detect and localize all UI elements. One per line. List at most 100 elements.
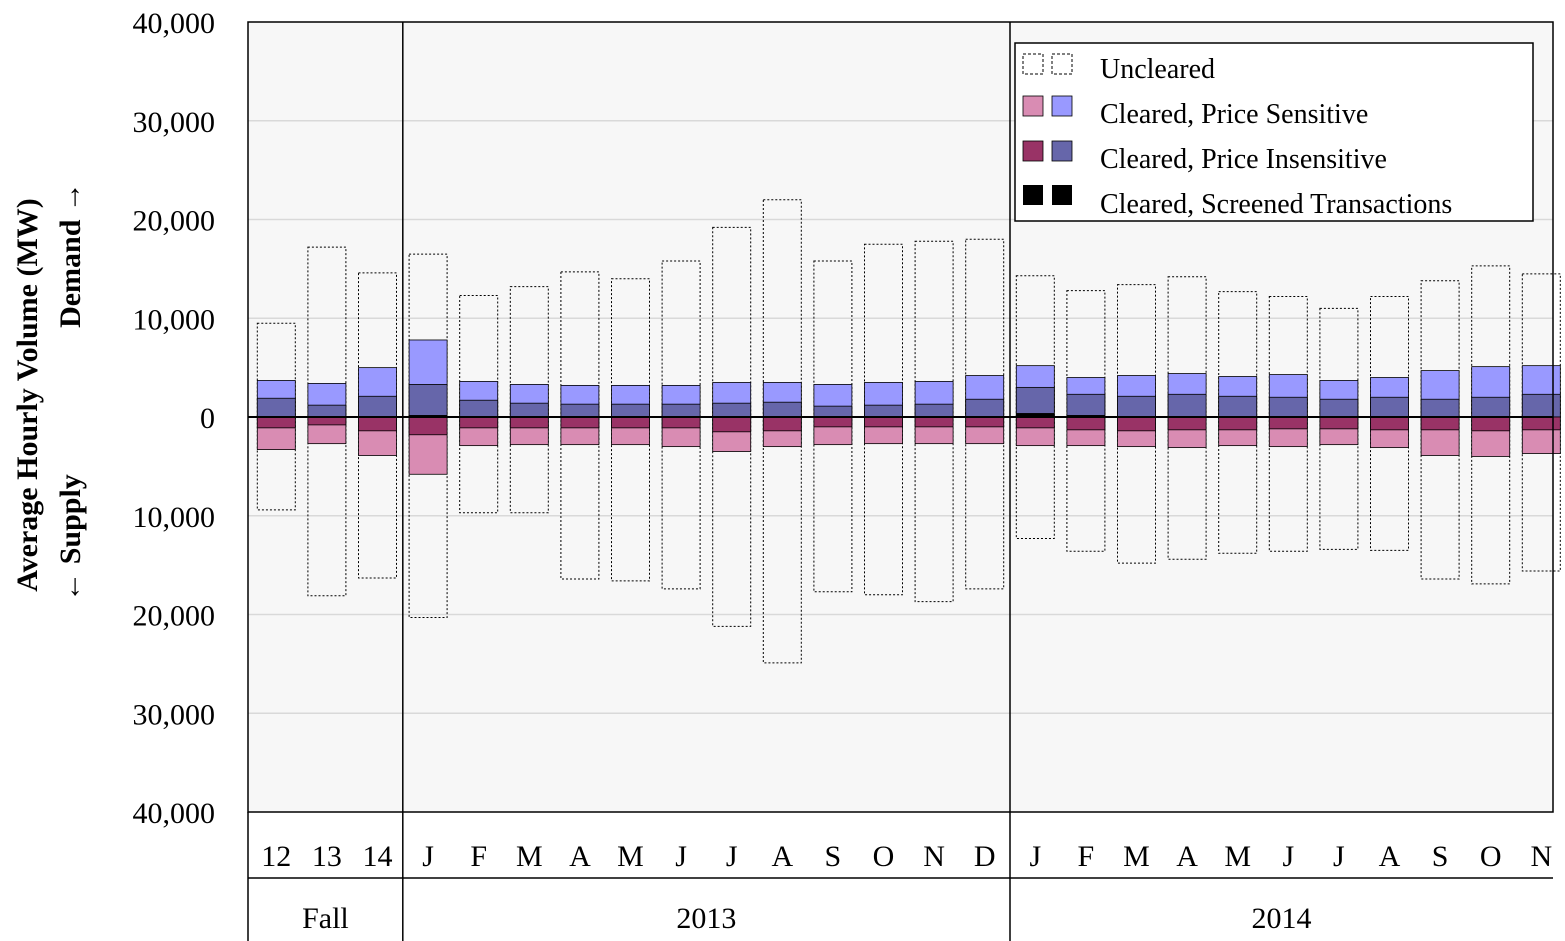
- category-label: J: [1029, 840, 1041, 873]
- category-label: J: [422, 840, 434, 873]
- y-tick-labels: 40,000 30,000 20,000 10,000 0 10,000 20,000 30,…: [133, 7, 216, 830]
- group-label: Fall: [302, 902, 349, 935]
- bar-supply-price-insensitive: [459, 416, 499, 429]
- group-label: 2014: [1252, 902, 1312, 935]
- bar-demand-screened: [1016, 413, 1055, 417]
- axes: [247, 21, 1554, 941]
- bar-demand-price-insensitive: [661, 403, 701, 418]
- bar-demand-price-insensitive: [965, 398, 1005, 418]
- y-tick-label: 30,000: [133, 698, 216, 731]
- bar-supply-price-insensitive: [1015, 416, 1055, 429]
- legend-label-price-sensitive: Cleared, Price Sensitive: [1100, 99, 1368, 130]
- bar-demand-price-insensitive: [1370, 396, 1409, 418]
- bar-supply-price-insensitive: [1066, 416, 1106, 431]
- legend-swatch-price-insensitive-demand: [1051, 140, 1073, 162]
- category-label: J: [726, 840, 738, 873]
- legend-swatch-uncleared-demand: [1051, 53, 1073, 75]
- category-label: D: [974, 840, 996, 873]
- y-axis-label-demand: Demand →: [54, 182, 87, 328]
- category-label: A: [1176, 840, 1198, 873]
- category-label: J: [675, 840, 687, 873]
- legend-swatch-price-sensitive-demand: [1051, 95, 1073, 117]
- category-label: A: [569, 840, 591, 873]
- legend-label-uncleared: Uncleared: [1100, 54, 1215, 85]
- bar-supply-price-insensitive: [408, 416, 448, 436]
- legend-swatch-uncleared-supply: [1022, 53, 1044, 75]
- bar-demand-price-insensitive: [611, 403, 650, 418]
- bar-demand-price-insensitive: [1015, 386, 1055, 418]
- legend-swatch-price-sensitive-supply: [1022, 95, 1044, 117]
- bar-demand-price-insensitive: [256, 397, 296, 418]
- y-tick-label: 0: [200, 402, 215, 435]
- category-label: O: [873, 840, 895, 873]
- bar-demand-price-insensitive: [1420, 398, 1460, 418]
- bar-demand-price-insensitive: [914, 403, 954, 418]
- y-tick-label: 10,000: [133, 303, 216, 336]
- category-label: S: [1432, 840, 1449, 873]
- y-tick-label: 20,000: [133, 600, 216, 633]
- category-label: J: [1333, 840, 1345, 873]
- bar-supply-price-insensitive: [256, 416, 296, 429]
- bars: [256, 199, 1561, 664]
- category-label: F: [1078, 840, 1095, 873]
- bar-demand-price-insensitive: [712, 402, 752, 418]
- bar-supply-price-insensitive: [1471, 416, 1511, 432]
- category-label: S: [825, 840, 842, 873]
- category-label: A: [1379, 840, 1401, 873]
- bar-supply-price-insensitive: [1268, 416, 1308, 430]
- category-label: J: [1282, 840, 1294, 873]
- legend-box: [1014, 42, 1534, 222]
- bar-demand-price-insensitive: [307, 404, 347, 418]
- y-tick-label: 40,000: [133, 7, 216, 40]
- bar-demand-price-insensitive: [1268, 396, 1308, 418]
- bar-supply-price-insensitive: [914, 416, 954, 428]
- legend-swatch-price-insensitive-supply: [1022, 140, 1044, 162]
- bar-supply-price-insensitive: [712, 416, 752, 433]
- legend-label-price-insensitive: Cleared, Price Insensitive: [1100, 144, 1387, 175]
- category-label: O: [1480, 840, 1502, 873]
- bar-demand-price-insensitive: [560, 403, 600, 418]
- bar-demand-price-insensitive: [1066, 393, 1106, 418]
- category-label: A: [771, 840, 793, 873]
- bar-supply-price-insensitive: [1319, 416, 1359, 430]
- category-label: M: [516, 840, 543, 873]
- category-label: M: [1224, 840, 1251, 873]
- y-tick-label: 40,000: [133, 797, 216, 830]
- bar-supply-price-insensitive: [1218, 416, 1258, 431]
- category-label: M: [617, 840, 644, 873]
- legend-label-screened: Cleared, Screened Transactions: [1100, 189, 1452, 220]
- category-label: F: [470, 840, 487, 873]
- legend-swatch-screened-demand: [1052, 185, 1072, 205]
- bar-demand-price-insensitive: [1471, 396, 1511, 418]
- bar-supply-price-insensitive: [1117, 416, 1156, 432]
- bar-demand-price-insensitive: [864, 404, 903, 418]
- bar-supply-price-insensitive: [1370, 416, 1409, 431]
- bar-demand-price-insensitive: [1319, 398, 1359, 418]
- group-label: 2013: [676, 902, 736, 935]
- bar-supply-price-insensitive: [965, 416, 1005, 428]
- bar-demand-price-insensitive: [762, 401, 802, 418]
- bar-demand-price-insensitive: [1117, 395, 1156, 418]
- y-axis-label: Average Hourly Volume (MW): [11, 198, 44, 592]
- bar-supply-price-insensitive: [762, 416, 802, 432]
- bar-supply-price-insensitive: [509, 416, 549, 429]
- bar-supply-price-insensitive: [358, 416, 397, 432]
- y-tick-label: 20,000: [133, 205, 216, 238]
- bar-demand-price-insensitive: [408, 384, 448, 418]
- bar-supply-price-insensitive: [560, 416, 600, 429]
- bar-demand-price-insensitive: [358, 395, 397, 418]
- bar-demand-price-insensitive: [1167, 393, 1207, 418]
- bar-supply-price-insensitive: [1167, 416, 1207, 431]
- gridlines: [248, 120, 1553, 714]
- category-label: 12: [261, 840, 291, 873]
- category-label: N: [1530, 840, 1552, 873]
- plot-frame: [247, 21, 1554, 813]
- category-label: 14: [363, 840, 393, 873]
- category-label: 13: [312, 840, 342, 873]
- category-label: N: [923, 840, 945, 873]
- legend: Uncleared Cleared, Price Sensitive Clear…: [1014, 42, 1534, 222]
- bar-supply-price-insensitive: [611, 416, 650, 429]
- y-tick-label: 10,000: [133, 501, 216, 534]
